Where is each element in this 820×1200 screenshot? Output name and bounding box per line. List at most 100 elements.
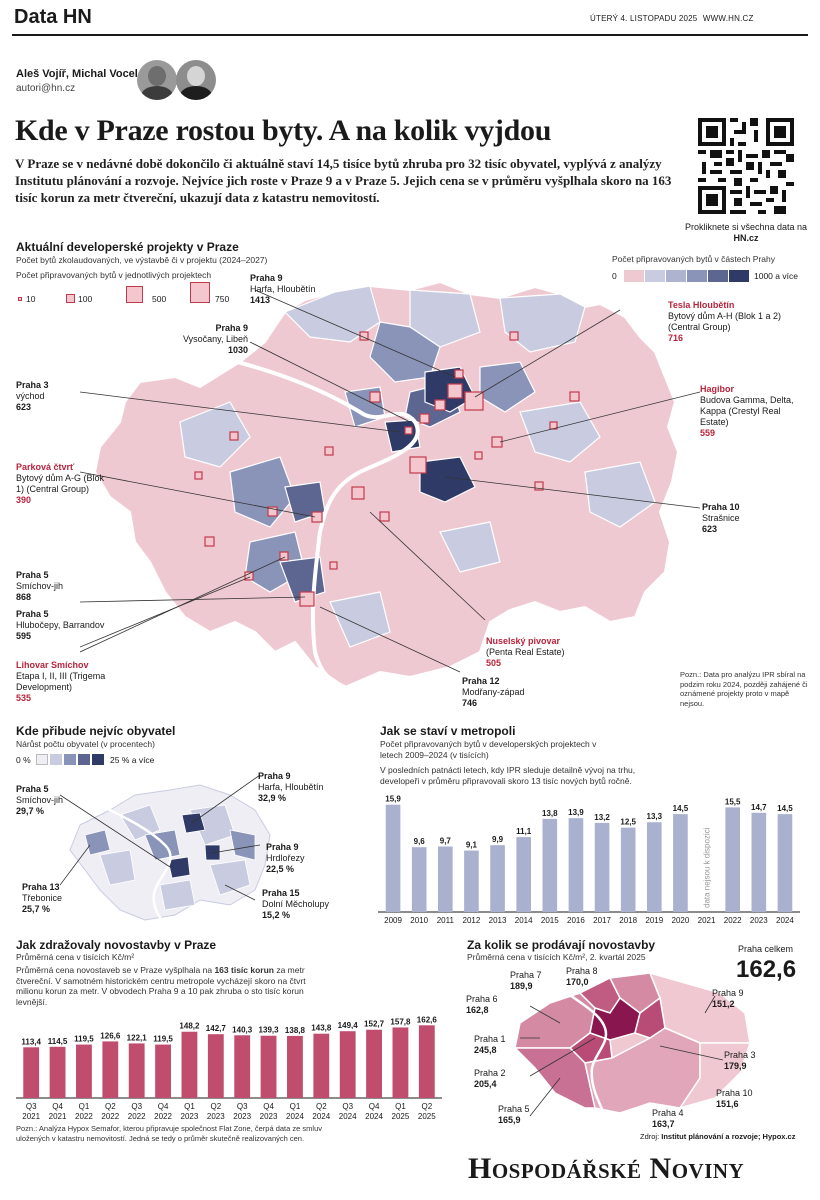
site-url: WWW.HN.CZ [702,14,754,23]
data-label: 14,7 [751,803,767,812]
qr-caption-site[interactable]: HN.cz [733,233,759,243]
growth-callout: Praha 9 Hrdlořezy 22,5 % [266,842,356,875]
prague-outline [93,280,680,689]
build-chart-note: V posledních patnácti letech, kdy IPR sl… [380,765,636,786]
map-callout: Praha 3 východ 623 [16,380,96,413]
district-value: 205,4 [474,1079,497,1089]
data-label: 13,9 [568,808,584,817]
price-chart-subtitle: Průměrná cena v tisících Kč/m² [16,952,135,962]
data-label: 138,8 [285,1026,306,1035]
callout-desc: Harfa, Hloubětín [258,782,324,792]
data-label: 15,5 [725,797,741,806]
bar [418,1025,435,1098]
bar [516,837,532,912]
district-value: 165,9 [498,1115,521,1125]
tick-label: 2024 [312,1112,330,1121]
price-chart: 113,4Q32021114,5Q42021119,5Q12022126,6Q2… [16,1015,442,1121]
growth-map [60,775,271,931]
tick-label: Q3 [237,1102,248,1111]
tick-label: Q3 [342,1102,353,1111]
callout-desc: Třebonice [22,893,63,903]
data-label: 142,7 [206,1024,227,1033]
tick-label: Q4 [369,1102,380,1111]
tick-label: 2012 [463,916,481,925]
data-label: 119,5 [74,1035,94,1044]
tick-label: 2015 [541,916,559,925]
lead-paragraph: V Praze se v nedávné době dokončilo či a… [15,156,672,205]
callout-desc: Bytový dům A-G (Blok 1) (Central Group) [16,473,105,494]
tick-label: Q1 [290,1102,301,1111]
district-name: Praha 5 [498,1104,530,1114]
growth-legend-min: 0 % [16,755,31,765]
callout-desc: Dolní Měcholupy [262,899,330,909]
callout-name: Nuselský pivovar [486,636,561,646]
tick-label: Q1 [79,1102,90,1111]
callout-desc: Budova Gamma, Delta, Kappa (Crestyl Real… [700,395,794,427]
map-callout: Praha 9 Harfa, Hloubětín 1413 [250,273,360,306]
callout-name: Praha 9 [250,273,283,283]
bar [437,846,453,912]
district-name: Praha 2 [474,1068,506,1078]
callout-name: Praha 3 [16,380,49,390]
tick-label: Q4 [52,1102,63,1111]
callout-desc: Smíchov-jih [16,795,64,805]
bar [181,1031,198,1098]
price-note-pre: Průměrná cena novostaveb se v Praze vyšp… [16,965,215,975]
bar [234,1035,251,1098]
tick-label: Q3 [26,1102,37,1111]
callout-value: 15,2 % [262,910,291,920]
data-label: 157,8 [390,1017,411,1026]
district-value: 151,2 [712,999,735,1009]
data-label: 139,3 [259,1026,280,1035]
data-label: 149,4 [338,1021,359,1030]
callout-value: 559 [700,428,716,438]
bar [76,1044,92,1098]
bar [673,814,688,912]
color-legend-min: 0 [612,271,617,281]
masthead-brand: Data HN [14,6,92,28]
district-name: Praha 9 [712,988,744,998]
build-chart-subtitle: Počet připravovaných bytů v developerský… [380,739,597,760]
callout-desc: Smíchov-jih [16,581,64,591]
legend-label-10: 10 [26,294,36,304]
bar [385,804,401,912]
bar [207,1034,224,1098]
bar [128,1043,145,1098]
callout-desc: Bytový dům A-H (Blok 1 a 2) (Central Gro… [668,311,782,332]
tick-label: 2023 [750,916,768,925]
data-label: 12,5 [620,818,636,827]
tick-label: 2023 [260,1112,278,1121]
tick-label: Q4 [263,1102,274,1111]
qr-code[interactable] [698,118,794,214]
tick-label: 2024 [776,916,794,925]
callout-name: Praha 5 [16,609,49,619]
price-district: Praha 8 170,0 [566,966,598,988]
bar [392,1027,409,1098]
callout-name: Praha 10 [702,502,740,512]
price-chart-source: Pozn.: Analýza Hypox Semafor, kterou při… [16,1124,322,1143]
tick-label: 2021 [22,1112,40,1121]
district-name: Praha 1 [474,1034,506,1044]
bar [594,822,610,912]
price-district: Praha 9 151,2 [712,988,744,1010]
prices-total-value: 162,6 [736,956,797,983]
legend-label-750: 750 [215,294,230,304]
tick-label: 2016 [567,916,585,925]
tick-label: 2010 [410,916,428,925]
tick-label: 2018 [619,916,637,925]
callout-name: Praha 5 [16,570,49,580]
tick-label: 2019 [645,916,663,925]
color-legend-title: Počet připravovaných bytů v částech Prah… [612,254,775,264]
tick-label: Q3 [131,1102,142,1111]
callout-desc: Vysočany, Libeň [182,334,248,344]
callout-name: Praha 15 [262,888,300,898]
tick-label: 2024 [365,1112,383,1121]
callout-name: Praha 12 [462,676,500,686]
data-label: 14,5 [777,804,793,813]
map-callout: Praha 5 Hlubočepy, Barrandov 595 [16,609,106,642]
bar [725,807,741,912]
issue-date: ÚTERÝ 4. LISTOPADU 2025 [590,14,698,23]
district-value: 170,0 [566,977,589,987]
bar [260,1035,277,1098]
callout-desc: Etapa I, II, III (Trigema Development) [16,671,106,692]
